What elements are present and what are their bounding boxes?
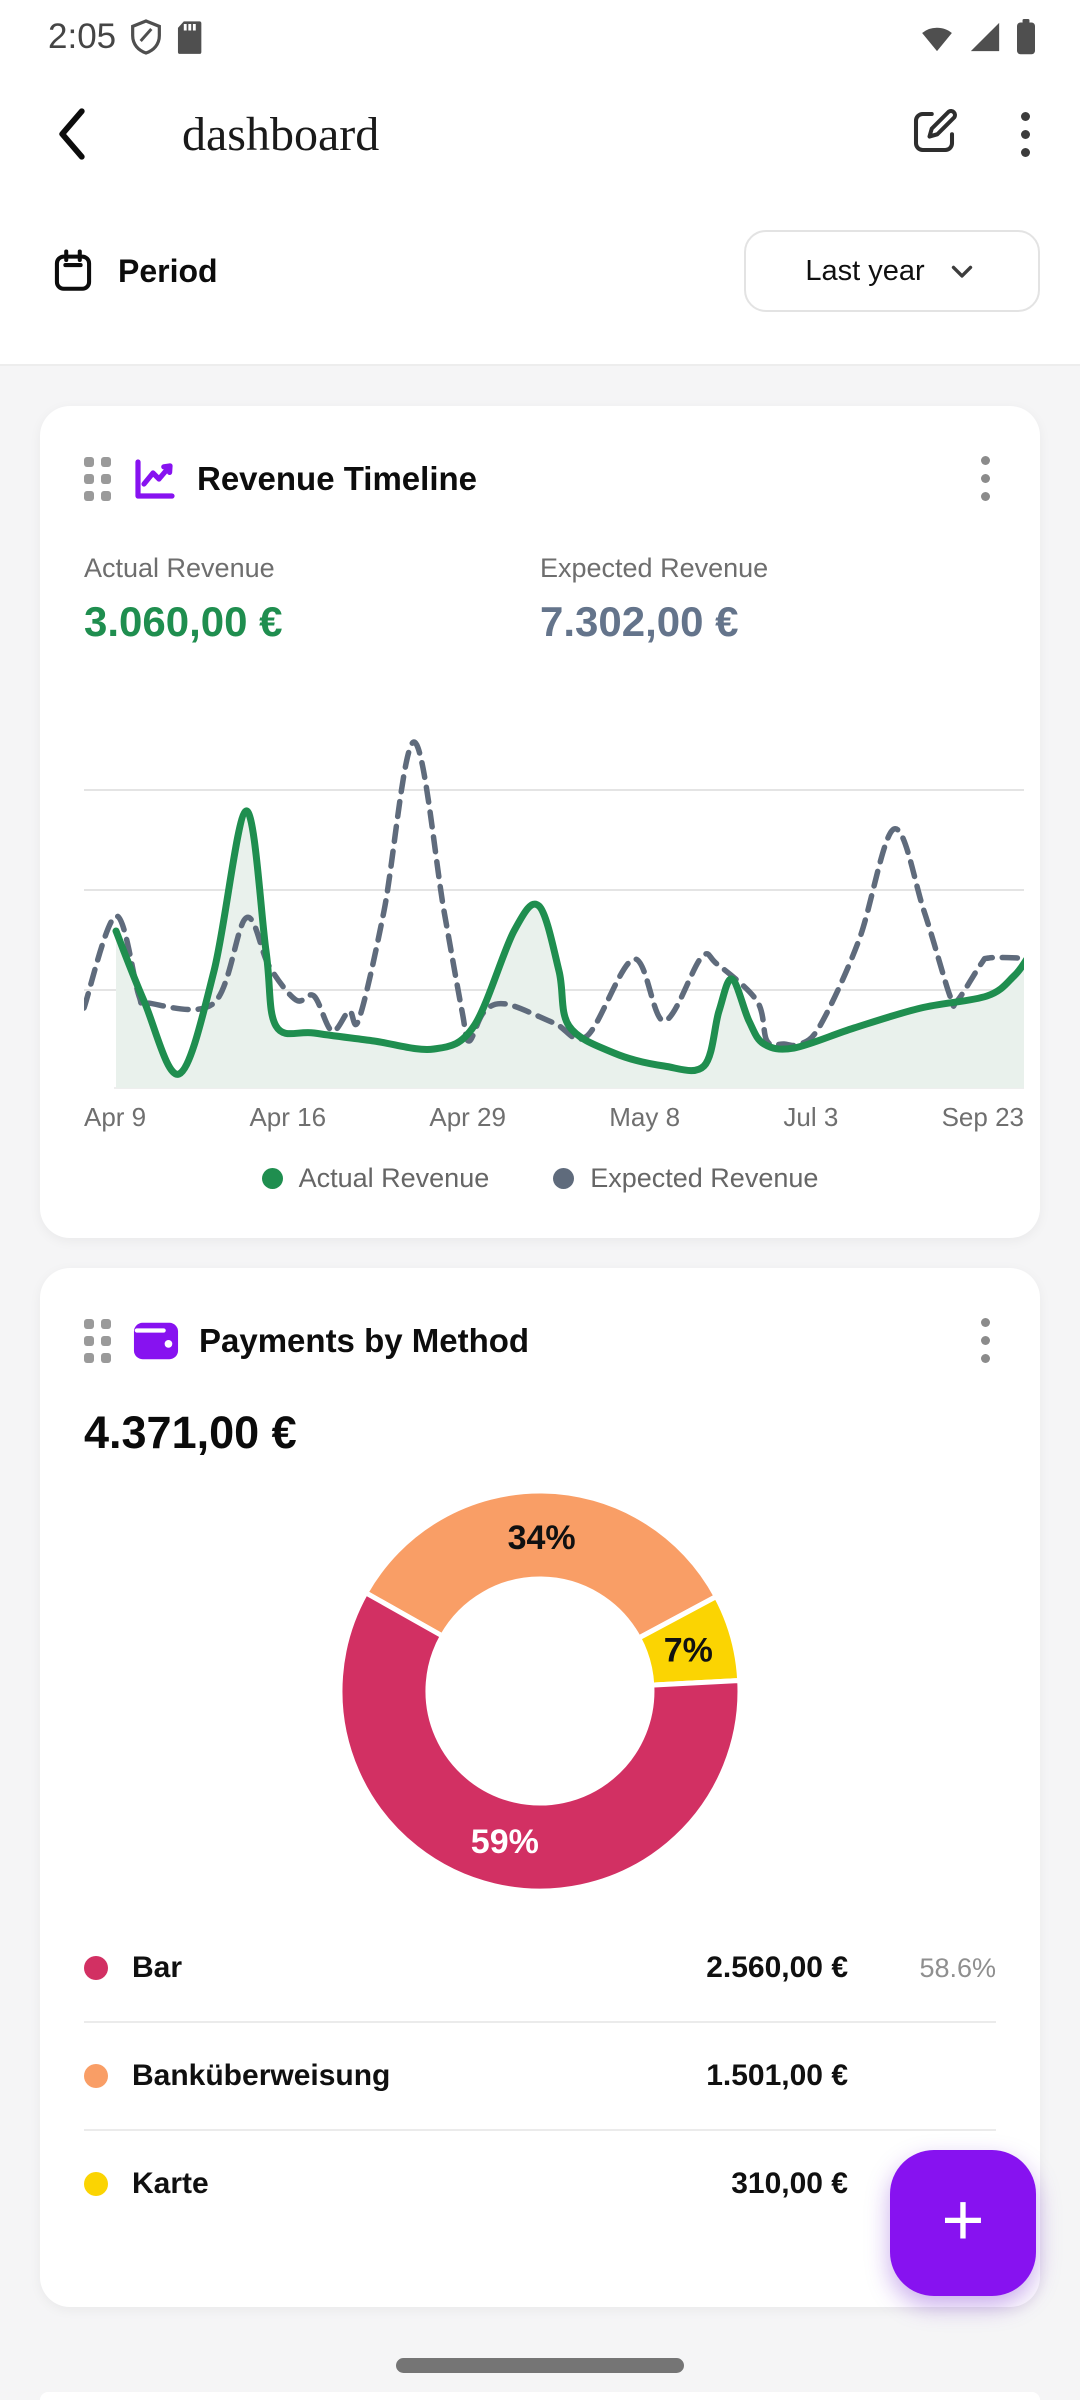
method-percent: 58.6% <box>919 1952 996 1983</box>
card-menu-button[interactable] <box>975 1312 996 1369</box>
legend-label: Actual Revenue <box>298 1163 490 1193</box>
next-card-edge <box>40 2392 1040 2400</box>
overflow-menu-button[interactable] <box>1015 106 1036 163</box>
donut-slice-label: 34% <box>508 1519 576 1557</box>
payments-total: 4.371,00 € <box>84 1407 297 1458</box>
x-tick: Apr 29 <box>429 1102 506 1132</box>
x-tick: Jul 3 <box>783 1102 839 1132</box>
drag-handle[interactable] <box>84 1318 111 1363</box>
method-color-dot <box>84 1956 108 1980</box>
payment-method-row[interactable]: Banküberweisung 1.501,00 € <box>84 2021 996 2129</box>
donut-slice <box>337 1590 743 1894</box>
back-button[interactable] <box>44 106 100 162</box>
dashboard-content: Revenue Timeline Actual Revenue 3.060,00… <box>0 364 1080 2307</box>
period-dropdown[interactable]: Last year <box>744 230 1040 312</box>
legend-dot <box>553 1168 575 1189</box>
donut-slice-label: 59% <box>471 1823 539 1861</box>
method-color-dot <box>84 2064 108 2088</box>
legend-dot <box>261 1168 283 1189</box>
method-value: 310,00 € <box>731 2167 848 2200</box>
legend-label: Expected Revenue <box>590 1163 819 1193</box>
drag-handle[interactable] <box>84 456 111 501</box>
payment-method-list: Bar 2.560,00 € 58.6% Banküberweisung 1.5… <box>84 1915 996 2237</box>
period-selected-value: Last year <box>805 254 925 287</box>
shield-icon <box>130 19 162 55</box>
signal-icon <box>968 21 1002 53</box>
x-tick: May 8 <box>609 1102 681 1132</box>
actual-revenue-value: 3.060,00 € <box>84 598 283 645</box>
edit-button[interactable] <box>907 105 961 164</box>
x-tick: Apr 9 <box>84 1102 147 1132</box>
status-time: 2:05 <box>48 17 117 56</box>
payment-method-row[interactable]: Bar 2.560,00 € 58.6% <box>84 1915 996 2021</box>
wallet-icon <box>133 1322 179 1359</box>
home-indicator[interactable] <box>396 2358 684 2373</box>
chevron-down-icon <box>951 265 972 278</box>
donut-slice <box>363 1488 719 1641</box>
payments-donut-chart: 34% 7% 59% <box>337 1488 743 1894</box>
expected-revenue-label: Expected Revenue <box>540 553 769 583</box>
card-title: Revenue Timeline <box>197 459 478 497</box>
actual-revenue-stat: Actual Revenue 3.060,00 € <box>84 553 540 646</box>
page-title: dashboard <box>182 107 380 161</box>
actual-revenue-label: Actual Revenue <box>84 553 275 583</box>
expected-revenue-value: 7.302,00 € <box>540 598 739 645</box>
wifi-icon <box>920 21 954 53</box>
app-bar: dashboard <box>0 68 1080 200</box>
legend-item: Expected Revenue <box>553 1163 818 1194</box>
plus-icon: + <box>941 2178 985 2261</box>
period-row: Period Last year <box>0 200 1080 364</box>
status-bar: 2:05 <box>0 0 1080 68</box>
method-color-dot <box>84 2172 108 2196</box>
payments-by-method-card: Payments by Method 4.371,00 € 34% 7% 59% B… <box>40 1268 1040 2307</box>
add-button[interactable]: + <box>890 2150 1036 2296</box>
method-name: Karte <box>132 2167 209 2200</box>
x-tick: Apr 16 <box>249 1102 327 1132</box>
x-axis-labels: Apr 9 Apr 16 Apr 29 May 8 Jul 3 Sep 23 <box>84 1102 1024 1133</box>
donut-slice-label: 7% <box>664 1632 713 1670</box>
card-menu-button[interactable] <box>975 450 996 507</box>
line-chart-icon <box>135 458 175 499</box>
x-tick: Sep 23 <box>941 1102 1024 1132</box>
revenue-line-chart <box>84 739 1024 1089</box>
card-title: Payments by Method <box>199 1321 530 1359</box>
legend-item: Actual Revenue <box>261 1163 490 1194</box>
period-label: Period <box>118 252 218 289</box>
payment-method-row[interactable]: Karte 310,00 € <box>84 2129 996 2237</box>
calendar-icon <box>52 249 94 293</box>
method-name: Banküberweisung <box>132 2059 391 2092</box>
sdcard-icon <box>176 20 202 54</box>
method-name: Bar <box>132 1951 183 1984</box>
battery-icon <box>1016 19 1036 55</box>
method-value: 2.560,00 € <box>706 1951 848 1984</box>
chart-legend: Actual Revenue Expected Revenue <box>84 1163 996 1194</box>
method-value: 1.501,00 € <box>706 2059 848 2092</box>
revenue-timeline-card: Revenue Timeline Actual Revenue 3.060,00… <box>40 406 1040 1238</box>
expected-revenue-stat: Expected Revenue 7.302,00 € <box>540 553 996 646</box>
